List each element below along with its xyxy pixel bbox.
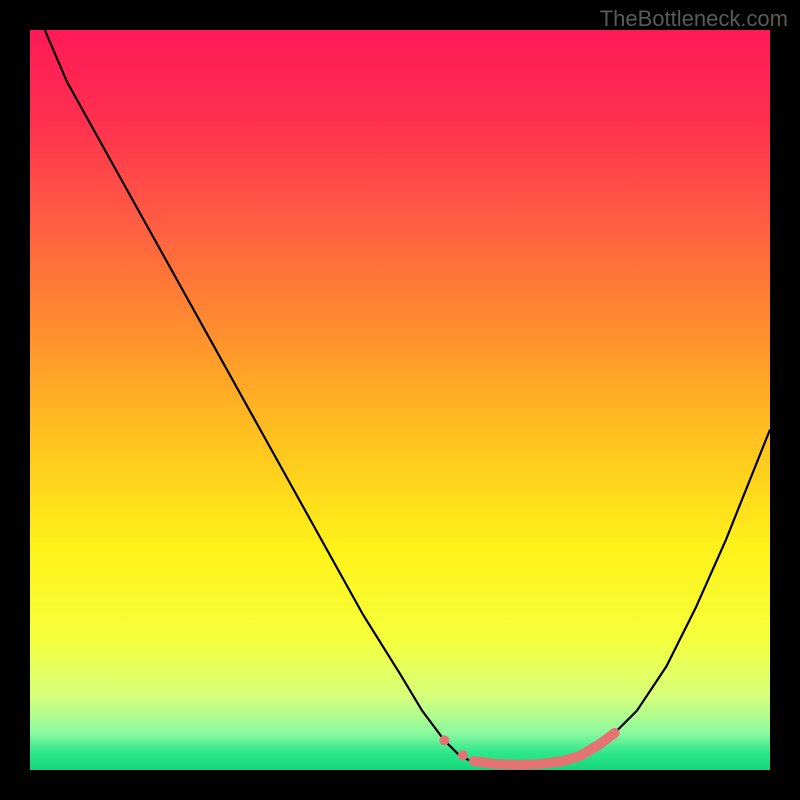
chart-frame: TheBottleneck.com (0, 0, 800, 800)
chart-svg (0, 0, 800, 800)
watermark-text: TheBottleneck.com (600, 6, 788, 32)
bottleneck-chart (0, 0, 800, 800)
